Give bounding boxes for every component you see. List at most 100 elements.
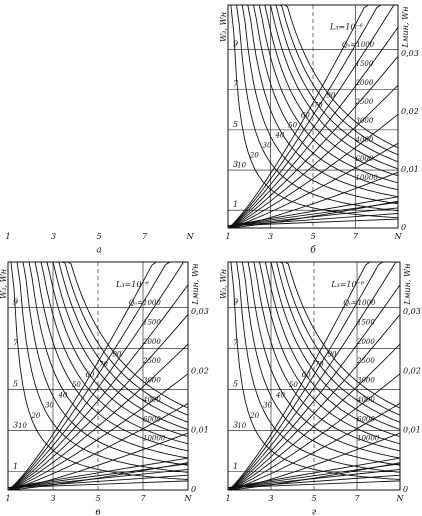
line-label: L₃=10⁻⁶ (115, 280, 150, 289)
curve (7, 314, 189, 491)
curve (228, 261, 401, 466)
y-tick-label: 7 (233, 339, 239, 348)
q-label: 2000 (142, 338, 161, 346)
x-tick-label: N (186, 232, 195, 241)
curve (8, 261, 189, 473)
curve (227, 27, 399, 229)
p-label: 50 (288, 121, 297, 129)
curve (228, 261, 401, 473)
p-label: 20 (30, 412, 40, 420)
curve (227, 474, 401, 489)
p-label: 70 (314, 101, 323, 109)
curve (8, 261, 189, 459)
q-label: 2500 (142, 357, 161, 365)
curve (227, 463, 401, 489)
y2-tick-label: 0,01 (403, 426, 421, 435)
curve (227, 142, 399, 229)
curve (8, 261, 189, 409)
y2-tick-label: 0 (191, 485, 196, 494)
x-tick-label: 5 (95, 494, 100, 503)
x-tick-label: N (184, 494, 193, 503)
y-tick-label: 1 (233, 462, 238, 471)
curve (7, 343, 189, 491)
q-label: 6000 (356, 155, 374, 163)
q-label: 4000 (355, 136, 374, 144)
q-label: 2500 (355, 98, 374, 106)
y2-tick-label: 0,02 (401, 107, 419, 116)
panel-label: в (95, 508, 100, 516)
curve (7, 480, 189, 489)
curve (228, 4, 399, 205)
panel-label: б (310, 245, 316, 256)
q-label: 10000 (143, 435, 166, 443)
p-label: 70 (315, 361, 324, 369)
curve (227, 84, 399, 229)
curve (227, 343, 401, 491)
p-label: 40 (275, 391, 285, 399)
curve (227, 213, 399, 227)
p-label: 10 (18, 422, 27, 430)
curve (7, 284, 189, 491)
curve (7, 474, 189, 489)
y-tick-label: 9 (233, 40, 238, 49)
y-tick-label: 7 (13, 339, 19, 348)
p-label: 50 (289, 381, 298, 389)
curve (227, 314, 401, 491)
curve (7, 463, 189, 489)
y-tick-label: 1 (13, 462, 18, 471)
curve (7, 469, 189, 489)
y-tick-label: 3 (13, 421, 18, 430)
q-label: 1500 (357, 318, 375, 326)
curve (227, 261, 401, 491)
curve (227, 4, 398, 229)
y-tick-label: 1 (233, 200, 238, 209)
curve (227, 373, 401, 491)
q-label: 10000 (357, 435, 380, 443)
curve (7, 403, 189, 491)
q-label: Q₀=1000 (129, 299, 162, 307)
curve (7, 261, 188, 491)
p-label: 30 (45, 402, 54, 410)
p-label: 60 (301, 111, 310, 119)
curve (228, 4, 399, 212)
p-label: 90 (326, 91, 335, 99)
x-tick-label: 3 (268, 494, 273, 503)
q-label: 4000 (142, 396, 161, 404)
p-label: 10 (237, 162, 246, 170)
y-tick-label: 3 (233, 160, 238, 169)
curve (7, 373, 189, 491)
curve (227, 113, 399, 229)
x-tick-label: N (396, 494, 405, 503)
y-axis-title: W₂, Wн (0, 269, 8, 299)
p-label: 60 (85, 371, 94, 379)
q-label: 1500 (356, 60, 374, 68)
curve (8, 261, 189, 466)
p-label: 40 (274, 131, 284, 139)
x-tick-label: 1 (5, 494, 10, 503)
p-label: 60 (302, 371, 311, 379)
q-label: 2500 (356, 357, 375, 365)
x-tick-label: 5 (311, 494, 316, 503)
q-label: 4000 (356, 396, 375, 404)
curve (227, 261, 400, 491)
x-tick-label: 1 (225, 232, 230, 241)
x-tick-label: 7 (142, 232, 148, 241)
y-tick-label: 5 (233, 380, 238, 389)
curve (227, 480, 401, 489)
curve (227, 218, 399, 227)
y2-tick-label: 0,02 (191, 366, 209, 375)
p-label: 20 (249, 152, 259, 160)
curve (228, 4, 399, 198)
curve (7, 261, 189, 491)
p-label: 90 (112, 350, 121, 358)
q-label: 2000 (355, 79, 374, 87)
x-tick-label: 3 (50, 494, 55, 503)
p-label: 70 (99, 361, 108, 369)
y-tick-label: 9 (233, 298, 238, 307)
curve (227, 201, 399, 227)
p-label: 50 (72, 381, 81, 389)
line-label: L₃=10⁻⁶ (329, 22, 364, 31)
y2-tick-label: 0 (403, 485, 408, 494)
y-tick-label: 9 (13, 298, 18, 307)
